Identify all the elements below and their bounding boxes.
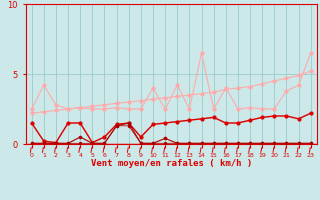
X-axis label: Vent moyen/en rafales ( km/h ): Vent moyen/en rafales ( km/h ) xyxy=(91,159,252,168)
